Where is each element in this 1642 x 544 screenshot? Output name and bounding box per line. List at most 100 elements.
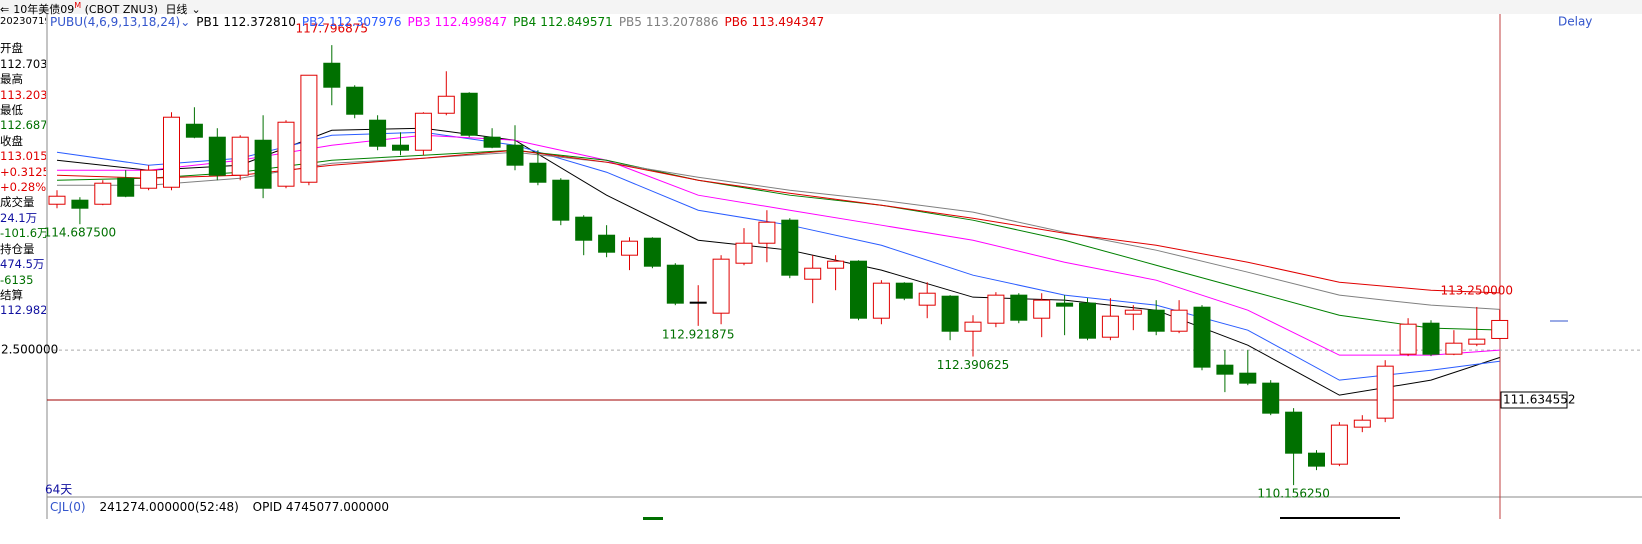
ma-line (56, 149, 1500, 331)
candle-body (1147, 309, 1165, 332)
candle-body (392, 144, 409, 151)
candle-body (918, 292, 936, 306)
candle-body (323, 62, 341, 88)
legend-name: PB1 (196, 15, 220, 29)
candle-body (1124, 309, 1142, 315)
candle-body (1216, 364, 1234, 375)
candle-body (1033, 299, 1051, 319)
candle-body (712, 258, 730, 314)
field-value: 113.0156 (0, 149, 46, 164)
delay-label: Delay (1558, 15, 1592, 29)
candle-body (1010, 294, 1028, 321)
field-value: 112.6875 (0, 118, 46, 133)
candle-body (643, 237, 661, 267)
indicator: PUBU(4,6,9,13,18,24) (50, 15, 181, 29)
field-label: 最低 (0, 103, 23, 118)
candle-body (1308, 452, 1325, 467)
spacer (0, 29, 46, 41)
candle-body (1239, 372, 1257, 384)
extreme-label: 112.921875 (662, 327, 735, 341)
field-value: -6135 (0, 272, 34, 287)
legend-name: PB3 (407, 15, 431, 29)
candle-body (621, 240, 638, 256)
candle-body (1056, 302, 1074, 307)
candle-body (506, 144, 524, 166)
field-value: +0.28% (0, 180, 46, 195)
candle-body (300, 74, 318, 183)
candle-body (941, 295, 959, 332)
candle-body (598, 234, 616, 253)
candle-body (437, 95, 455, 114)
candle-body (254, 139, 272, 189)
candle-body (1376, 365, 1394, 419)
opid: OPID 4745077.000000 (252, 500, 389, 514)
candle-body (414, 112, 432, 151)
date: 20230719 (0, 16, 46, 27)
field-value: 112.9825 (0, 303, 46, 318)
sidebar: 20230719 开盘112.7031最高113.2031最低112.6875收盘… (0, 14, 46, 319)
legend-value: 112.307976 (329, 15, 402, 29)
code: (CBOT ZNU3) (84, 2, 158, 16)
extreme-label: 117.796875 (296, 22, 369, 36)
candle-body (1399, 323, 1417, 355)
title-bar: ⇐ 10年美债09M (CBOT ZNU3) 日线 ⌄ (0, 0, 1642, 16)
candle-body (758, 221, 776, 244)
dropdown[interactable]: ⌄ (191, 2, 201, 16)
legend-entry: PB2 112.307976 (302, 15, 402, 29)
extreme-label: 110.156250 (1257, 487, 1330, 501)
extreme-label: 113.250000 (1441, 283, 1514, 297)
ref-label: 111.634552 (1503, 392, 1576, 406)
candle-body (964, 321, 982, 332)
candle-body (735, 242, 753, 264)
candle-body (1491, 319, 1509, 339)
legend-entry: PB5 113.207886 (619, 15, 719, 29)
candle-body (231, 136, 249, 176)
candle-body (369, 119, 387, 147)
field-value: +0.3125 (0, 164, 46, 179)
candle-body (804, 267, 822, 280)
legend-entry: PB6 113.494347 (724, 15, 824, 29)
top-bar (0, 0, 1642, 14)
legend-entry: PB3 112.499847 (408, 15, 508, 29)
footer: CJL(0) 241274.000000(52:48) OPID 4745077… (50, 500, 399, 514)
candle-body (1170, 309, 1188, 332)
ma-line (56, 149, 1500, 294)
extreme-label: 112.390625 (937, 358, 1010, 372)
dropdown: ⌄ (180, 15, 191, 29)
days-label: 64天 (45, 483, 72, 497)
field-value: 113.2031 (0, 87, 46, 102)
candle-body (987, 294, 1005, 324)
candle-body (1468, 338, 1486, 345)
candle-body (460, 92, 478, 136)
field-label: 成交量 (0, 195, 35, 210)
candle-body (1193, 306, 1211, 368)
candle-body (346, 86, 364, 115)
candle-body (483, 136, 501, 148)
candle-body (1445, 342, 1463, 355)
legend-name: PB2 (301, 15, 325, 29)
candle-body (1101, 315, 1119, 338)
candle-body (827, 260, 845, 269)
legend-name: PB4 (513, 15, 537, 29)
field-label: 持仓量 (0, 241, 35, 256)
candle-body (895, 282, 913, 299)
ref-label-box (1500, 391, 1568, 409)
field-value: 474.5万 (0, 257, 45, 272)
legend-name: PB6 (724, 15, 748, 29)
legend-value: 112.372810 (223, 15, 296, 29)
candle-body (872, 282, 890, 319)
ma-line (56, 131, 1500, 381)
period[interactable]: 日线 (165, 2, 188, 16)
flag: M (74, 1, 82, 10)
back-icon[interactable]: ⇐ (0, 2, 10, 16)
candle-body (1285, 411, 1303, 454)
candle-body (781, 219, 799, 276)
candle-body (94, 182, 112, 205)
candle-body (529, 162, 547, 183)
legend-entry: PB1 112.372810 (196, 15, 296, 29)
indicator-name[interactable]: CJL(0) (50, 500, 86, 514)
candle-body (1330, 424, 1348, 465)
legend-value: 113.207886 (645, 15, 719, 29)
